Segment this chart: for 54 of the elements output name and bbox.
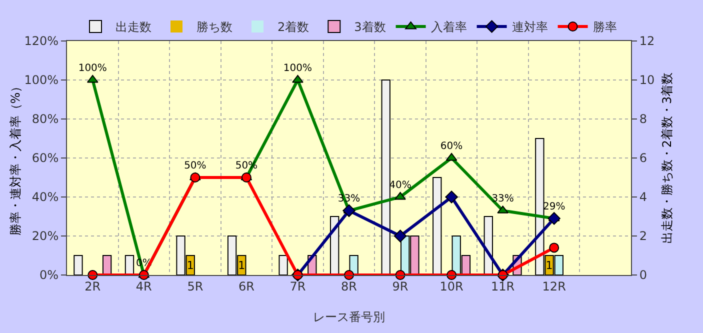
legend-label: 3着数: [354, 20, 386, 34]
y2-tick-label: 8: [639, 112, 648, 126]
y2-tick-label: 0: [639, 268, 648, 282]
point: [445, 190, 458, 204]
legend-label: 連対率: [512, 20, 548, 34]
data-label: 29%: [542, 201, 566, 212]
data-label: 60%: [440, 140, 463, 152]
point: [394, 230, 407, 242]
legend-label: 出走数: [116, 20, 152, 34]
data-label: 50%: [184, 160, 206, 172]
y2-tick-label: 4: [639, 190, 648, 204]
data-label: 33%: [492, 194, 514, 205]
y-tick-label: 20%: [32, 229, 59, 244]
bar: [124, 255, 134, 275]
data-label: 1: [186, 258, 194, 272]
legend-label: 入着率: [430, 20, 467, 34]
y-tick-label: 120%: [24, 34, 59, 48]
x-tick-label: 8R: [341, 279, 357, 294]
y-tick-label: 100%: [24, 73, 59, 88]
x-tick-label: 6R: [238, 279, 254, 294]
x-tick-label: 5R: [187, 279, 204, 294]
bar: [278, 255, 288, 275]
y2-tick-label: 12: [639, 34, 655, 48]
y-tick-label: 40%: [32, 190, 59, 204]
x-tick-label: 11R: [491, 279, 515, 294]
bar: [74, 255, 83, 275]
point: [549, 242, 560, 253]
x-axis-title: レース番号別: [313, 310, 385, 324]
x-tick-label: 12R: [542, 279, 566, 294]
x-tick-label: 2R: [84, 279, 101, 294]
x-tick-label: 10R: [440, 279, 464, 294]
legend-label: 勝率: [592, 20, 617, 34]
bar: [432, 177, 442, 275]
legend-label: 2着数: [278, 20, 310, 34]
data-label: 1: [238, 258, 246, 272]
y-axis-title: 勝率・連対率・入着率（%）: [8, 80, 22, 236]
y-tick-label: 60%: [32, 151, 59, 166]
y2-tick-label: 10: [639, 73, 655, 88]
bar: [381, 80, 390, 275]
y-tick-label: 0%: [40, 268, 59, 282]
point: [548, 212, 560, 225]
y2-tick-label: 6: [639, 151, 648, 166]
x-tick-label: 4R: [136, 279, 152, 294]
data-label: 100%: [78, 62, 107, 74]
data-label: 1: [546, 258, 553, 272]
x-tick-label: 7R: [290, 279, 306, 294]
point: [342, 204, 356, 217]
legend-label: 勝ち数: [196, 20, 232, 34]
bar: [102, 255, 112, 275]
y-tick-label: 80%: [32, 112, 59, 126]
x-tick-label: 9R: [392, 279, 408, 294]
y2-tick-label: 2: [639, 229, 648, 244]
y2-axis-title: 出走数・勝ち数・2着数・3着数: [660, 72, 674, 244]
data-label: 100%: [283, 62, 312, 74]
